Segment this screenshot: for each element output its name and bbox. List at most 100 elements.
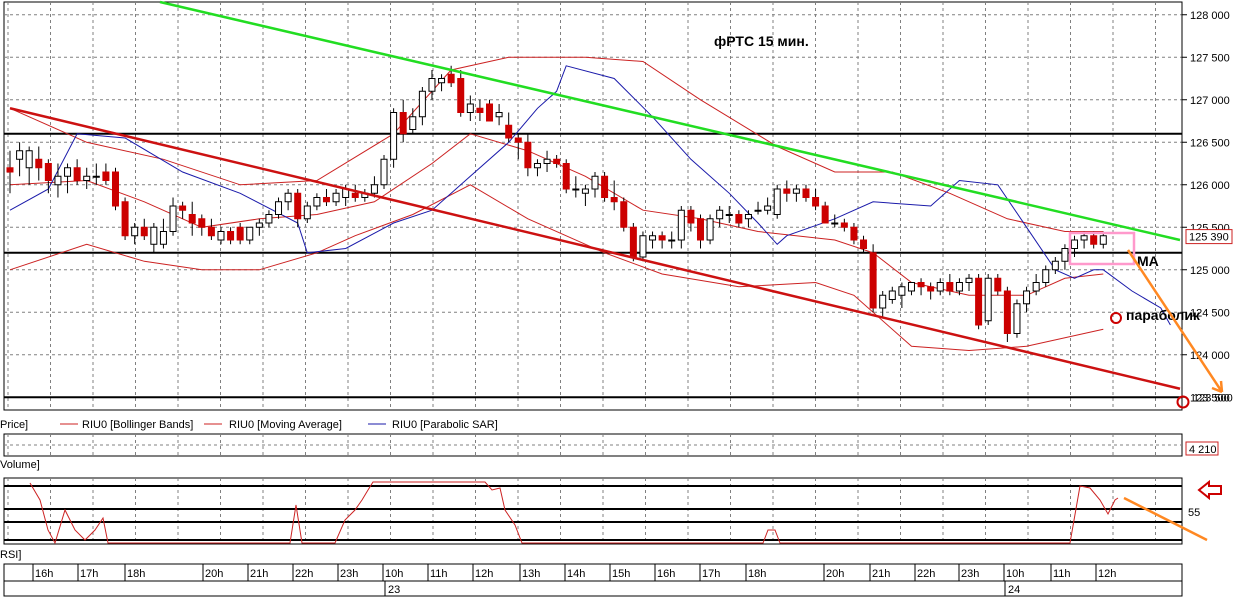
candle-bearish — [322, 197, 330, 203]
candle-bullish — [754, 209, 762, 212]
candle-bearish — [73, 167, 81, 181]
candle-bullish — [428, 78, 436, 92]
forecast-arrow-rsi — [1123, 496, 1208, 542]
candle-bullish — [984, 277, 992, 322]
horizontal-levels — [4, 132, 1182, 399]
candle-bullish — [284, 192, 292, 203]
time-label: 22h — [295, 568, 313, 580]
candle-bearish — [783, 188, 791, 194]
candle-bullish — [150, 226, 158, 245]
candle-bullish — [332, 192, 340, 203]
candle-bearish — [975, 277, 983, 326]
candle-bearish — [198, 218, 206, 228]
candle-bullish — [1061, 248, 1069, 262]
candle-bearish — [524, 141, 532, 169]
candle-bearish — [102, 171, 110, 181]
candle-bullish — [246, 226, 254, 241]
candle-bearish — [514, 137, 522, 143]
candle-bearish — [447, 73, 455, 84]
candle-bearish — [629, 226, 637, 258]
parabolic-label: параболик — [1126, 307, 1201, 323]
candle-bearish — [6, 167, 14, 173]
time-axis-frame — [3, 563, 1183, 597]
candle-bullish — [639, 235, 647, 258]
candle-bullish — [831, 222, 839, 225]
candle-bullish — [1080, 235, 1088, 241]
candle-bearish — [994, 277, 1002, 292]
candlesticks — [6, 65, 1107, 342]
time-label: 22h — [917, 568, 935, 580]
candle-bullish — [1042, 269, 1050, 283]
y-tick-label: 124 500 — [1190, 307, 1230, 319]
candle-bullish — [879, 294, 887, 309]
candle-bearish — [927, 286, 935, 292]
candle-bearish — [869, 252, 877, 309]
candle-bullish — [898, 286, 906, 296]
legend-price: Price] — [0, 419, 28, 431]
candle-bullish — [303, 205, 311, 220]
last-price-box — [1185, 229, 1233, 245]
legend-bar — [0, 413, 1182, 433]
candle-bearish — [812, 197, 820, 207]
candle-bearish — [917, 282, 925, 288]
candle-bullish — [25, 150, 33, 169]
candle-bullish — [764, 205, 772, 211]
time-label: 21h — [872, 568, 890, 580]
candle-bullish — [1032, 282, 1040, 292]
candle-bearish — [399, 112, 407, 135]
time-label: 13h — [522, 568, 540, 580]
candle-bullish — [1071, 239, 1079, 249]
candle-bearish — [821, 205, 829, 224]
candle-bullish — [955, 282, 963, 292]
time-label: 12h — [475, 568, 493, 580]
candle-bullish — [92, 175, 100, 178]
candle-bullish — [265, 214, 273, 224]
candle-bullish — [217, 231, 225, 241]
candle-bullish — [64, 167, 72, 177]
time-label: 20h — [826, 568, 844, 580]
rsi-panel-frame — [3, 477, 1183, 545]
date-label: 24 — [1008, 584, 1020, 596]
candle-bullish — [16, 150, 24, 160]
candle-bullish — [159, 231, 167, 245]
trendlines — [9, 0, 1181, 390]
time-label: 18h — [748, 568, 766, 580]
candle-bearish — [802, 188, 810, 198]
candle-bullish — [1023, 290, 1031, 305]
highlight-box — [1068, 231, 1136, 266]
time-label: 12h — [1098, 568, 1116, 580]
candle-bullish — [716, 209, 724, 220]
candle-bullish — [677, 209, 685, 241]
candle-bearish — [505, 124, 513, 139]
forecast-arrow-price — [1126, 249, 1224, 393]
candle-bullish — [1099, 235, 1107, 245]
candle-bearish — [179, 205, 187, 211]
candle-bullish — [255, 222, 263, 228]
legend-moving-average: RIU0 [Moving Average] — [229, 419, 342, 431]
time-label: 10h — [1006, 568, 1024, 580]
legend-rsi: RSI] — [0, 549, 21, 561]
rsi-arrow-icon — [1197, 479, 1222, 501]
candle-bearish — [860, 239, 868, 249]
candle-bullish — [83, 175, 91, 181]
y-tick-label: 126 500 — [1190, 137, 1230, 149]
candle-bullish — [888, 290, 896, 300]
candle-bearish — [562, 163, 570, 190]
candle-bullish — [1013, 303, 1021, 334]
green-trendline — [159, 0, 1181, 242]
candle-bullish — [572, 188, 580, 191]
candle-bearish — [227, 231, 235, 241]
candle-bullish — [131, 226, 139, 237]
candle-bullish — [936, 282, 944, 292]
time-label: 11h — [430, 568, 448, 580]
candle-bullish — [706, 218, 714, 241]
y-tick-label: 128 000 — [1190, 10, 1230, 22]
candle-bearish — [610, 197, 618, 203]
candle-bullish — [907, 282, 915, 292]
level-label: 123 500 — [1193, 392, 1233, 404]
candle-bullish — [275, 201, 283, 215]
candle-bullish — [390, 112, 398, 160]
chart-title: фРТС 15 мин. — [714, 33, 809, 49]
